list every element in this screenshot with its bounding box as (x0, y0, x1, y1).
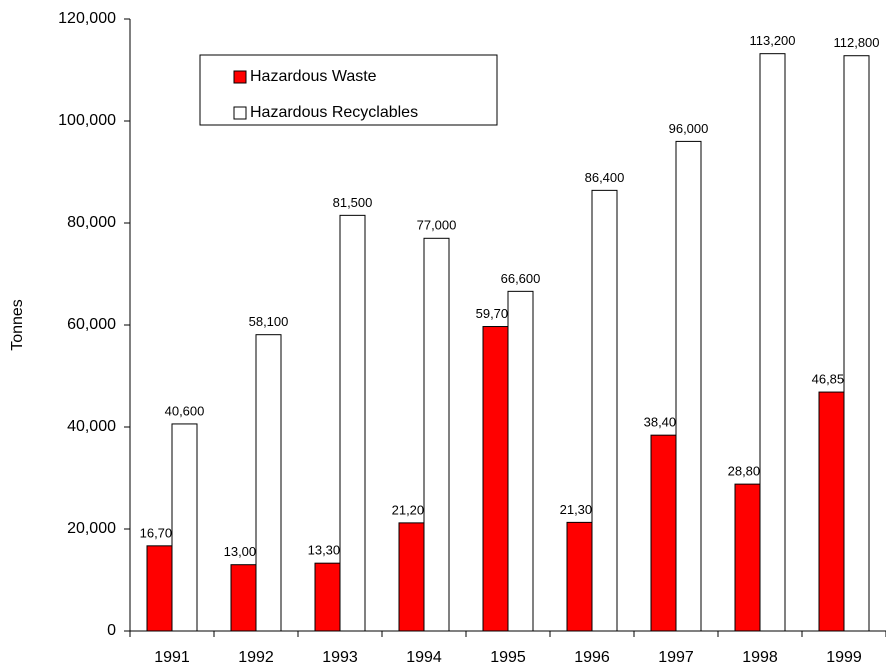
bar (650, 434, 677, 632)
data-label: 112,800 (833, 35, 879, 50)
data-label: 16,700 (140, 525, 180, 540)
bar (843, 55, 870, 632)
bar (314, 562, 341, 632)
data-label: 113,200 (749, 33, 795, 48)
y-tick-label: 60,000 (67, 316, 116, 333)
data-label: 21,300 (560, 502, 600, 517)
y-axis-label: Tonnes (9, 299, 26, 351)
legend-swatch (233, 106, 247, 120)
x-tick-label: 1999 (826, 649, 862, 666)
bar (591, 189, 618, 632)
x-tick-label: 1995 (490, 649, 526, 666)
bar (230, 564, 257, 632)
data-label: 28,800 (728, 464, 768, 479)
y-tick-label: 0 (107, 622, 116, 639)
data-label: 38,400 (644, 415, 684, 430)
bar (339, 214, 366, 632)
data-label: 46,850 (812, 372, 852, 387)
legend-swatch (233, 70, 247, 84)
bar (146, 545, 173, 632)
y-tick-label: 20,000 (67, 520, 116, 537)
data-label: 59,700 (476, 306, 516, 321)
y-tick-label: 40,000 (67, 418, 116, 435)
legend-box (199, 54, 498, 126)
data-label: 21,200 (392, 502, 432, 517)
bar (482, 326, 509, 632)
data-label: 86,400 (585, 170, 625, 185)
data-label: 40,600 (165, 403, 205, 418)
bar (675, 140, 702, 632)
x-tick-label: 1992 (238, 649, 274, 666)
x-tick-label: 1994 (406, 649, 442, 666)
bar (734, 483, 761, 632)
bar (398, 522, 425, 632)
data-label: 81,500 (333, 195, 373, 210)
x-tick-label: 1998 (742, 649, 778, 666)
data-label: 96,000 (669, 121, 709, 136)
data-label: 13,000 (224, 544, 264, 559)
y-tick-label: 100,000 (58, 112, 116, 129)
data-label: 58,100 (249, 314, 289, 329)
data-label: 77,000 (417, 218, 457, 233)
legend-label: Hazardous Waste (250, 68, 377, 85)
bar (255, 334, 282, 632)
x-tick-label: 1991 (154, 649, 190, 666)
bar (423, 237, 450, 632)
legend-label: Hazardous Recyclables (250, 104, 418, 121)
bar (759, 53, 786, 632)
x-tick-label: 1993 (322, 649, 358, 666)
y-tick-label: 120,000 (58, 10, 116, 27)
bar (818, 391, 845, 632)
data-label: 66,600 (501, 271, 541, 286)
y-tick-label: 80,000 (67, 214, 116, 231)
bar (507, 290, 534, 632)
bar (566, 521, 593, 632)
x-tick-label: 1997 (658, 649, 694, 666)
data-label: 13,300 (308, 543, 348, 558)
bar (171, 423, 198, 632)
x-tick-label: 1996 (574, 649, 610, 666)
